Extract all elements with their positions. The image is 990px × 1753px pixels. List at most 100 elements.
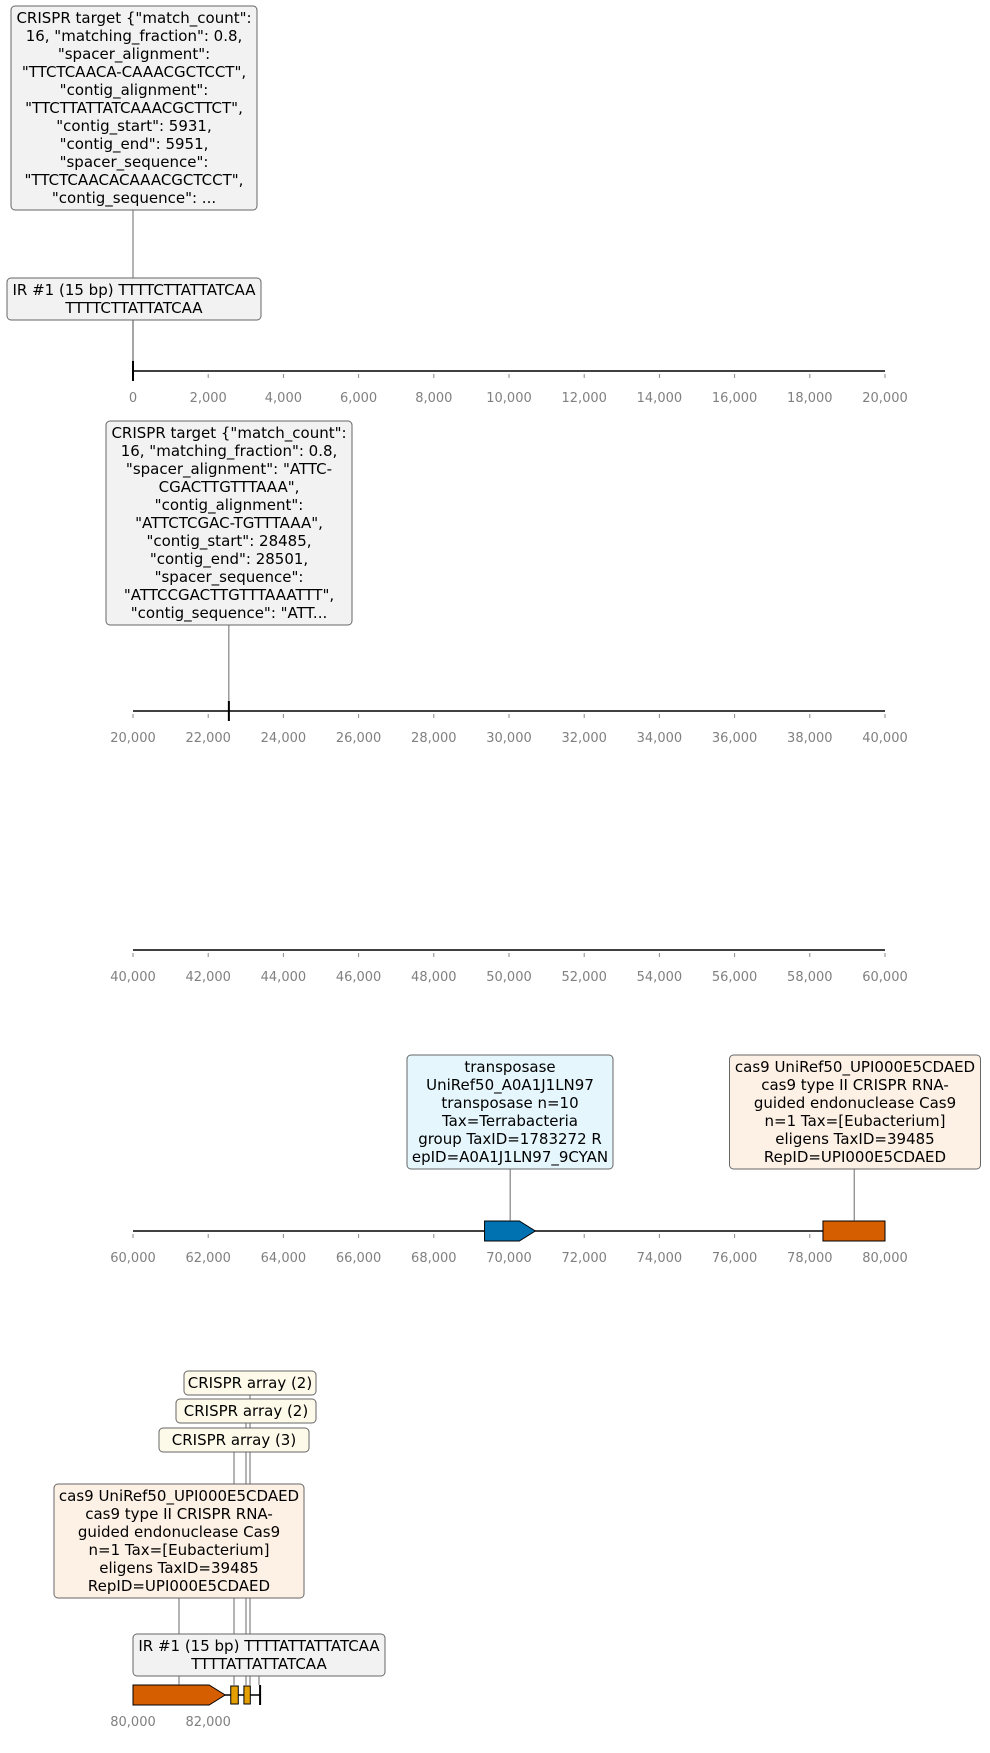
- label-line: "contig_sequence": "ATT...: [131, 604, 328, 623]
- label-box: [183, 1370, 317, 1396]
- label-line: RepID=UPI000E5CDAED: [764, 1148, 946, 1166]
- feature-label: IR #1 (15 bp) TTTTCTTATTATCAATTTTCTTATTA…: [6, 277, 262, 321]
- label-box: [132, 1633, 386, 1677]
- tick-label: 16,000: [712, 391, 758, 406]
- label-line: cas9 UniRef50_UPI000E5CDAED: [59, 1487, 299, 1506]
- label-line: "contig_start": 5931,: [56, 117, 212, 136]
- tick-label: 6,000: [340, 391, 377, 406]
- tick-label: 28,000: [411, 731, 457, 746]
- track-3: 40,000 42,000 44,000 46,000 48,000 50,000 52,0…: [110, 949, 908, 985]
- tick-label: 40,000: [110, 970, 156, 985]
- label-line: TTTTCTTATTATCAA: [64, 299, 203, 317]
- label-line: epID=A0A1J1LN97_9CYAN: [412, 1148, 608, 1167]
- tick-label: 34,000: [637, 731, 683, 746]
- tick-label: 54,000: [637, 970, 683, 985]
- tick-label: 60,000: [862, 970, 908, 985]
- tick-label: 72,000: [561, 1251, 607, 1266]
- label-box: [105, 420, 353, 626]
- tick-label: 14,000: [637, 391, 683, 406]
- tick-label: 8,000: [415, 391, 452, 406]
- feature-label: transposaseUniRef50_A0A1J1LN97transposas…: [406, 1054, 614, 1170]
- label-line: "spacer_sequence":: [60, 153, 209, 172]
- tick-label: 18,000: [787, 391, 833, 406]
- label-line: 16, "matching_fraction": 0.8,: [26, 27, 243, 46]
- label-line: 16, "matching_fraction": 0.8,: [121, 442, 338, 461]
- label-line: "spacer_sequence":: [155, 568, 304, 587]
- label-box: [729, 1054, 981, 1170]
- feature-label: CRISPR array (2): [175, 1398, 317, 1424]
- cas9-gene: [822, 1220, 886, 1242]
- label-line: CRISPR target {"match_count":: [111, 424, 346, 443]
- label-line: "contig_alignment":: [60, 81, 209, 100]
- label-line: "ATTCTCGAC-TGTTTAAA",: [135, 514, 323, 532]
- tick-label: 70,000: [486, 1251, 532, 1266]
- label-line: "contig_start": 28485,: [146, 532, 311, 551]
- tick-label: 78,000: [787, 1251, 833, 1266]
- tick-label: 44,000: [261, 970, 307, 985]
- feature-label: CRISPR target {"match_count":16, "matchi…: [105, 420, 353, 626]
- label-box: [175, 1398, 317, 1424]
- tick-label: 38,000: [787, 731, 833, 746]
- label-line: transposase n=10: [441, 1094, 578, 1112]
- track-5: 80,000 82,000 CRISPR array (2) CRISPR array…: [53, 1370, 386, 1730]
- label-line: RepID=UPI000E5CDAED: [88, 1577, 270, 1595]
- label-line: "TTCTCAACA-CAAACGCTCCT",: [22, 63, 246, 81]
- tick-label: 68,000: [411, 1251, 457, 1266]
- feature-label: CRISPR target {"match_count":16, "matchi…: [10, 5, 258, 211]
- label-line: guided endonuclease Cas9: [78, 1523, 280, 1541]
- crispr-array-block: [230, 1685, 239, 1705]
- tick-label: 64,000: [261, 1251, 307, 1266]
- label-line: CRISPR array (3): [172, 1431, 296, 1449]
- tick-label: 58,000: [787, 970, 833, 985]
- label-line: CRISPR array (2): [188, 1374, 312, 1392]
- label-box: [406, 1054, 614, 1170]
- label-line: "TTCTCAACACAAACGCTCCT",: [25, 171, 244, 189]
- label-line: IR #1 (15 bp) TTTTATTATTATCAA: [138, 1637, 380, 1655]
- label-line: group TaxID=1783272 R: [418, 1130, 602, 1148]
- tick-label: 80,000: [862, 1251, 908, 1266]
- feature-label: CRISPR array (3): [158, 1427, 310, 1453]
- transposase-gene: [484, 1220, 537, 1242]
- label-line: n=1 Tax=[Eubacterium]: [89, 1541, 270, 1559]
- tick-label: 0: [129, 391, 137, 406]
- tick-label: 56,000: [712, 970, 758, 985]
- label-line: eligens TaxID=39485: [99, 1559, 258, 1577]
- tick-label: 36,000: [712, 731, 758, 746]
- tick-label: 82,000: [185, 1715, 231, 1730]
- label-line: guided endonuclease Cas9: [754, 1094, 956, 1112]
- label-line: "contig_alignment":: [155, 496, 304, 515]
- track-4: 60,000 62,000 64,000 66,000 68,000 70,000 72,0…: [110, 1054, 981, 1266]
- tick-label: 24,000: [261, 731, 307, 746]
- tick-label: 80,000: [110, 1715, 156, 1730]
- label-box: [10, 5, 258, 211]
- tick-label: 2,000: [190, 391, 227, 406]
- cas9-gene: [132, 1684, 227, 1706]
- label-box: [53, 1483, 305, 1599]
- label-line: IR #1 (15 bp) TTTTCTTATTATCAA: [12, 281, 256, 299]
- label-line: "contig_sequence": ...: [52, 189, 216, 208]
- tick-label: 74,000: [637, 1251, 683, 1266]
- label-line: "spacer_alignment": "ATTC-: [126, 460, 332, 479]
- label-line: n=1 Tax=[Eubacterium]: [765, 1112, 946, 1130]
- tick-label: 62,000: [185, 1251, 231, 1266]
- label-line: "contig_end": 5951,: [60, 135, 209, 154]
- tick-label: 12,000: [561, 391, 607, 406]
- label-box: [158, 1427, 310, 1453]
- track-2: 20,000 22,000 24,000 26,000 28,000 30,000 32,0…: [105, 420, 908, 746]
- tick-label: 60,000: [110, 1251, 156, 1266]
- tick-label: 20,000: [862, 391, 908, 406]
- feature-label: IR #1 (15 bp) TTTTATTATTATCAATTTTATTATTA…: [132, 1633, 386, 1677]
- tick-label: 40,000: [862, 731, 908, 746]
- tick-label: 76,000: [712, 1251, 758, 1266]
- label-line: eligens TaxID=39485: [775, 1130, 934, 1148]
- label-line: CRISPR array (2): [184, 1402, 308, 1420]
- tick-label: 48,000: [411, 970, 457, 985]
- label-line: UniRef50_A0A1J1LN97: [426, 1076, 594, 1095]
- tick-label: 42,000: [185, 970, 231, 985]
- label-line: cas9 type II CRISPR RNA-: [85, 1505, 273, 1523]
- label-line: "ATTCCGACTTGTTTAAATTT",: [124, 586, 334, 604]
- tick-label: 30,000: [486, 731, 532, 746]
